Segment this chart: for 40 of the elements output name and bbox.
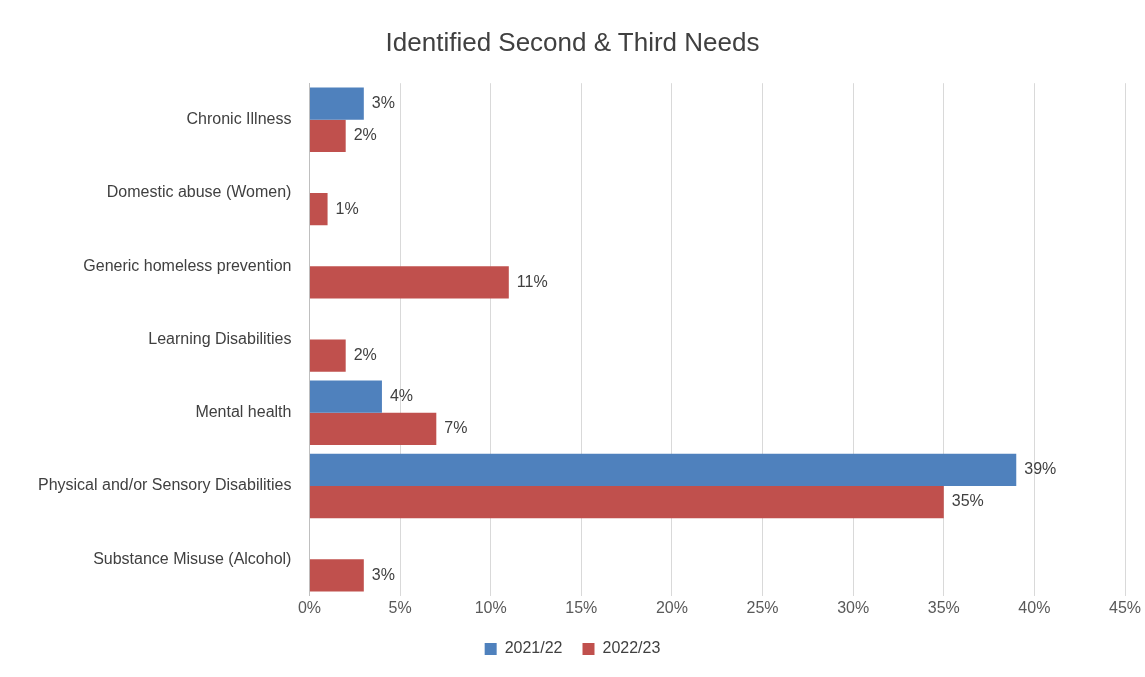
chart-title: Identified Second & Third Needs	[385, 26, 760, 57]
x-tick-label: 10%	[474, 598, 507, 616]
legend-label: 2021/22	[504, 639, 563, 657]
x-tick-label: 35%	[927, 598, 960, 616]
bar	[309, 559, 364, 592]
bar	[309, 380, 382, 413]
data-label: 7%	[444, 419, 468, 437]
bar	[309, 339, 346, 372]
data-label: 4%	[389, 387, 414, 405]
y-tick-label: Physical and/or Sensory Disabilities	[37, 476, 292, 494]
bar	[309, 453, 1017, 486]
x-tick-label: 15%	[565, 598, 598, 616]
bar	[309, 266, 509, 299]
data-label: 2%	[353, 126, 377, 144]
data-label: 3%	[371, 94, 395, 112]
bar	[309, 485, 944, 519]
bar	[309, 193, 328, 226]
y-tick-label: Learning Disabilities	[148, 329, 292, 347]
bar	[309, 412, 437, 445]
y-tick-label: Mental health	[195, 403, 292, 421]
legend-label: 2022/23	[602, 639, 661, 657]
y-tick-label: Substance Misuse (Alcohol)	[93, 549, 292, 567]
x-tick-label: 30%	[837, 598, 870, 616]
data-label: 11%	[516, 272, 548, 290]
x-tick-label: 45%	[1108, 598, 1142, 616]
data-label: 3%	[371, 565, 395, 583]
data-label: 2%	[353, 346, 377, 364]
x-tick-label: 5%	[388, 598, 412, 616]
data-label: 35%	[951, 492, 984, 510]
x-tick-label: 0%	[297, 598, 322, 616]
data-label: 1%	[335, 199, 359, 217]
y-tick-label: Generic homeless prevention	[83, 256, 292, 274]
bar	[309, 87, 364, 120]
data-label: 39%	[1024, 460, 1057, 478]
x-tick-label: 20%	[655, 598, 688, 616]
x-tick-label: 40%	[1018, 598, 1051, 616]
y-tick-label: Domestic abuse (Women)	[106, 183, 292, 201]
y-tick-label: Chronic Illness	[186, 110, 292, 128]
bar	[309, 119, 346, 153]
x-tick-label: 25%	[746, 598, 779, 616]
